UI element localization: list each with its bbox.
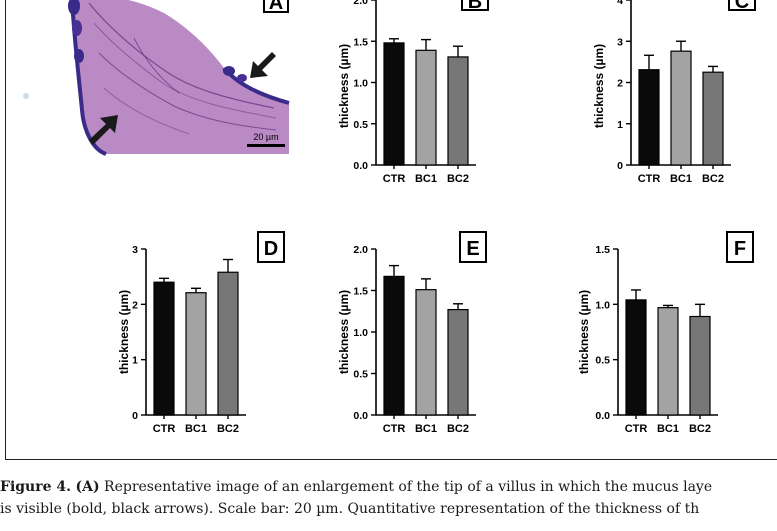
y-tick-label: 0.0 (353, 410, 368, 422)
x-category-label-bc2: BC2 (217, 423, 239, 435)
bar-bc2 (702, 71, 724, 166)
x-category-label-ctr: CTR (625, 423, 648, 435)
caption-line-2: is visible (bold, black arrows). Scale b… (0, 501, 700, 517)
y-tick-label: 0 (617, 160, 623, 172)
y-tick-label: 3 (617, 36, 623, 48)
panel-letter: F (734, 238, 746, 260)
x-category-label-ctr: CTR (383, 423, 406, 435)
bar-bc2 (217, 271, 239, 416)
chart-panel-e: thickness (µm) E 0.0 0.5 1.0 1.5 2.0 CTR BC1 BC… (337, 231, 487, 435)
x-category-label-bc1: BC1 (657, 423, 679, 435)
bar-ctr (383, 275, 405, 416)
y-tick-label: 0 (132, 410, 138, 422)
panel-letter-box (461, 0, 489, 11)
x-category-label-bc1: BC1 (185, 423, 207, 435)
y-axis-title: thickness (µm) (117, 290, 131, 374)
bar-bc1 (657, 307, 679, 416)
panel-a-letter-box (263, 0, 289, 13)
chart-panel-f: thickness (µm) F 0.0 0.5 1.0 1.5 CTR BC1 BC2 (577, 231, 754, 435)
y-tick-label: 0.5 (353, 119, 368, 131)
panel-letter-box (728, 0, 756, 11)
x-category-label-bc1: BC1 (670, 173, 692, 185)
bar-bc1 (185, 292, 207, 416)
bar-bc2 (689, 315, 711, 416)
bar-bc1 (670, 50, 692, 166)
caption-label: Figure 4. (0, 479, 71, 495)
bar-bc1 (415, 49, 437, 166)
panel-letter-box (726, 231, 754, 263)
chart-panel-c: thickness (µm) C 0 1 2 3 4 CTR BC1 BC2 (592, 0, 756, 185)
panel-letter-box (459, 231, 487, 263)
y-tick-label: 1.5 (353, 286, 368, 298)
y-tick-label: 0.0 (595, 410, 610, 422)
caption-line-1: Figure 4. (A) Representative image of an… (0, 476, 777, 498)
micrograph-image: A 20 µm (14, 0, 294, 158)
y-tick-label: 2.0 (353, 0, 368, 7)
x-category-label-bc1: BC1 (415, 173, 437, 185)
x-category-label-bc1: BC1 (415, 423, 437, 435)
panel-letter-box (257, 231, 285, 263)
panel-letter: D (264, 238, 278, 260)
x-category-label-bc2: BC2 (689, 423, 711, 435)
y-tick-label: 1.0 (595, 299, 610, 311)
scale-bar-label: 20 µm (253, 132, 278, 142)
y-tick-label: 3 (132, 244, 138, 256)
y-tick-label: 1 (132, 355, 138, 367)
y-axis-title: thickness (µm) (337, 44, 351, 128)
x-category-label-bc2: BC2 (447, 173, 469, 185)
y-tick-label: 2.0 (353, 244, 368, 256)
y-tick-label: 0.5 (595, 355, 610, 367)
chart-panel-d: thickness (µm) D 0 1 2 3 CTR BC1 BC2 (117, 231, 285, 435)
y-tick-label: 1 (617, 119, 623, 131)
bar-ctr (625, 299, 647, 416)
x-category-label-ctr: CTR (638, 173, 661, 185)
x-category-label-ctr: CTR (153, 423, 176, 435)
caption-text: Representative image of an enlargement o… (104, 479, 713, 495)
caption-panel-ref: (A) (75, 479, 100, 495)
scale-bar (247, 144, 285, 147)
y-tick-label: 1.5 (595, 244, 610, 256)
figure-caption: Figure 4. (A) Representative image of an… (0, 476, 777, 520)
panel-letter: E (466, 238, 479, 260)
bar-ctr (383, 42, 405, 166)
panel-a-letter: A (269, 0, 283, 14)
x-category-label-ctr: CTR (383, 173, 406, 185)
arrow-icon (89, 115, 118, 145)
y-tick-label: 2 (132, 299, 138, 311)
arrow-icon (250, 52, 276, 78)
chart-panel-b: thickness (µm) B 0.0 0.5 1.0 1.5 2.0 CTR BC1 BC… (337, 0, 489, 185)
panel-letter: C (735, 0, 749, 13)
y-tick-label: 0.0 (353, 160, 368, 172)
y-tick-label: 1.0 (353, 78, 368, 90)
y-axis-title: thickness (µm) (592, 44, 606, 128)
y-tick-label: 4 (617, 0, 623, 7)
y-axis-title: thickness (µm) (337, 290, 351, 374)
y-tick-label: 1.0 (353, 327, 368, 339)
x-category-label-bc2: BC2 (447, 423, 469, 435)
bar-bc2 (447, 308, 469, 416)
y-axis-title: thickness (µm) (577, 290, 591, 374)
bar-bc1 (415, 289, 437, 416)
bar-bc2 (447, 56, 469, 166)
y-tick-label: 1.5 (353, 36, 368, 48)
panel-letter: B (468, 0, 482, 13)
x-category-label-bc2: BC2 (702, 173, 724, 185)
y-tick-label: 2 (617, 78, 623, 90)
bar-ctr (638, 69, 660, 166)
bar-ctr (153, 281, 175, 416)
y-tick-label: 0.5 (353, 369, 368, 381)
